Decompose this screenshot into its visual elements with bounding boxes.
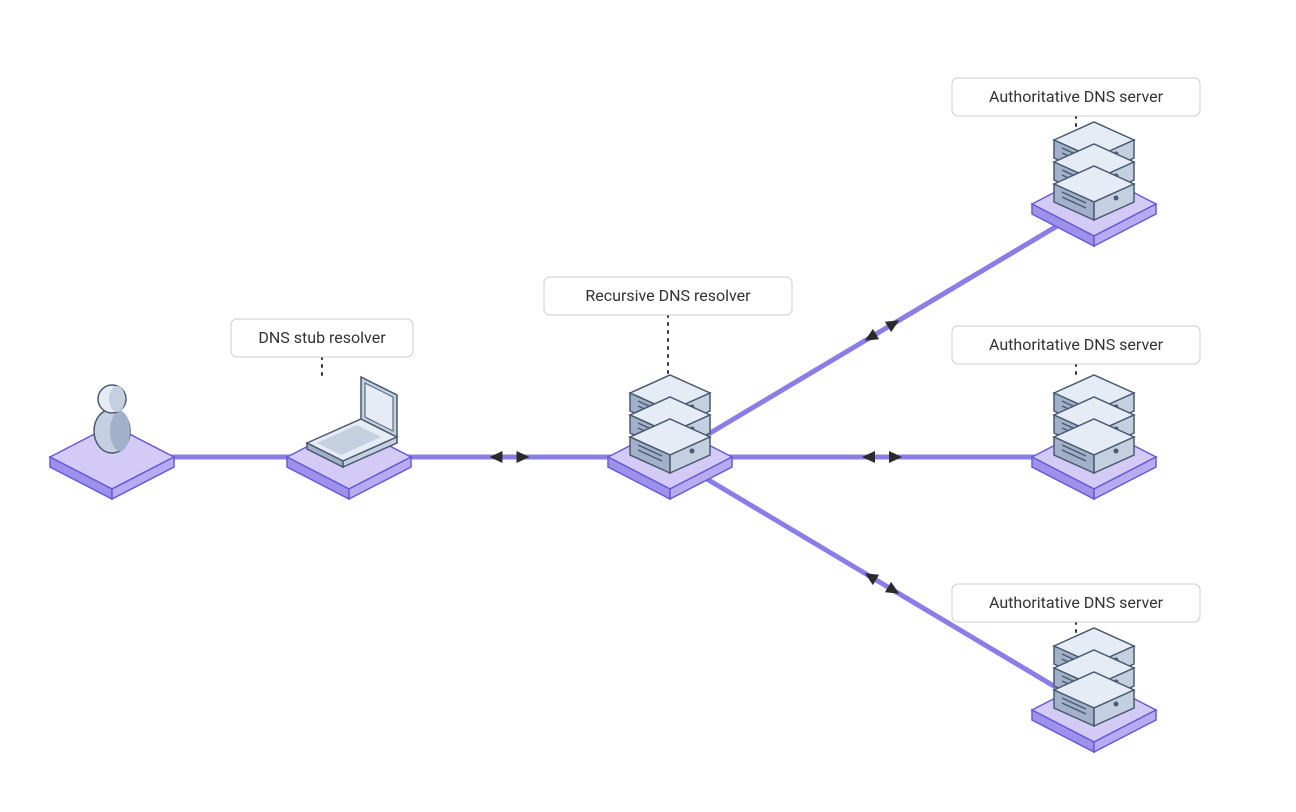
- server-icon: [1054, 122, 1134, 220]
- node-stub: [287, 377, 411, 499]
- label-stub: DNS stub resolver: [231, 319, 413, 379]
- node-auth3: [1032, 628, 1156, 752]
- label-auth2: Authoritative DNS server: [952, 326, 1200, 379]
- label-text: Recursive DNS resolver: [585, 286, 751, 305]
- server-icon: [1054, 375, 1134, 473]
- label-text: DNS stub resolver: [258, 328, 386, 347]
- label-resolver: Recursive DNS resolver: [544, 277, 792, 379]
- server-icon: [1054, 628, 1134, 726]
- label-auth3: Authoritative DNS server: [952, 584, 1200, 632]
- label-text: Authoritative DNS server: [989, 87, 1164, 106]
- server-icon: [630, 375, 710, 473]
- label-auth1: Authoritative DNS server: [952, 78, 1200, 126]
- label-text: Authoritative DNS server: [989, 335, 1164, 354]
- user-icon: [94, 385, 130, 453]
- node-auth2: [1032, 375, 1156, 499]
- node-user: [50, 385, 174, 499]
- label-text: Authoritative DNS server: [989, 593, 1164, 612]
- nodes-layer: [50, 122, 1156, 752]
